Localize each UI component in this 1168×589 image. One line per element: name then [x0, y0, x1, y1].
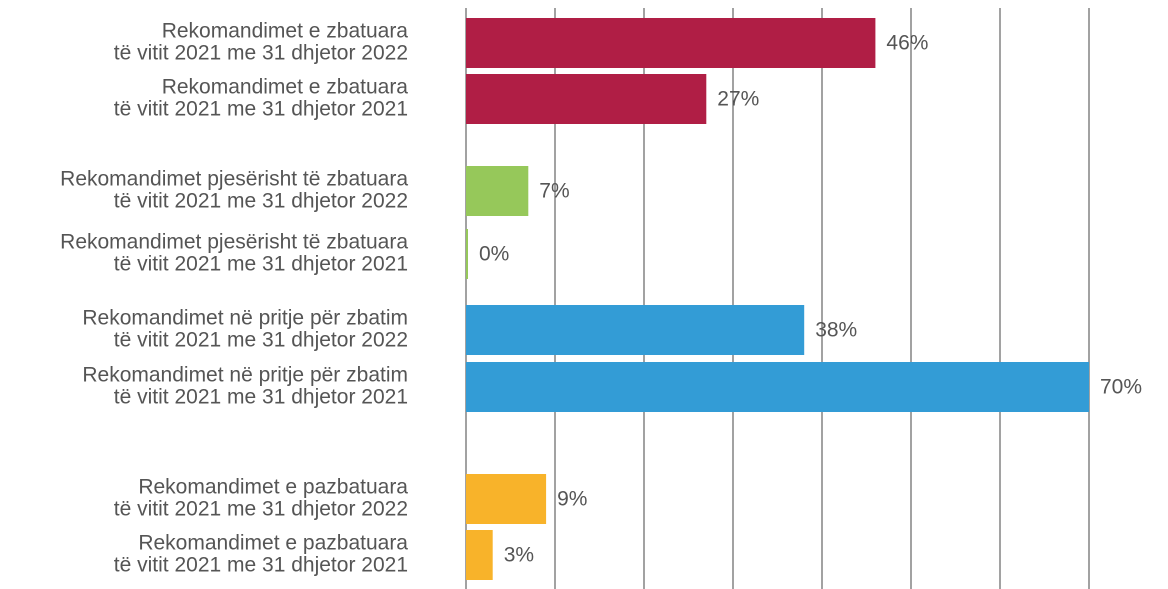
- bar: [466, 305, 805, 355]
- category-label: të vitit 2021 me 31 dhjetor 2022: [114, 190, 408, 213]
- bar: [466, 362, 1089, 412]
- category-label: Rekomandimet e zbatuara: [162, 20, 409, 43]
- category-label: të vitit 2021 me 31 dhjetor 2021: [114, 98, 408, 121]
- category-label: Rekomandimet e pazbatuara: [138, 476, 408, 499]
- category-label: Rekomandimet pjesërisht të zbatuara: [60, 231, 408, 254]
- value-label: 27%: [717, 88, 759, 111]
- value-label: 7%: [539, 180, 569, 203]
- bar: [466, 530, 493, 580]
- category-label: Rekomandimet në pritje për zbatim: [82, 364, 408, 387]
- category-label: të vitit 2021 me 31 dhjetor 2022: [114, 42, 408, 65]
- category-label: të vitit 2021 me 31 dhjetor 2021: [114, 386, 408, 409]
- category-label: Rekomandimet në pritje për zbatim: [82, 307, 408, 330]
- value-label: 0%: [479, 243, 509, 266]
- category-label: të vitit 2021 me 31 dhjetor 2022: [114, 329, 408, 352]
- category-label: të vitit 2021 me 31 dhjetor 2021: [114, 554, 408, 577]
- category-label: të vitit 2021 me 31 dhjetor 2022: [114, 498, 408, 521]
- category-label: Rekomandimet e zbatuara: [162, 76, 409, 99]
- value-label: 9%: [557, 488, 587, 511]
- value-label: 70%: [1100, 376, 1142, 399]
- bar: [466, 74, 707, 124]
- bar: [466, 18, 876, 68]
- category-label: të vitit 2021 me 31 dhjetor 2021: [114, 253, 408, 276]
- value-label: 38%: [815, 319, 857, 342]
- value-label: 3%: [504, 544, 534, 567]
- value-label: 46%: [886, 32, 928, 55]
- bar: [466, 474, 547, 524]
- bar: [466, 166, 529, 216]
- category-label: Rekomandimet pjesërisht të zbatuara: [60, 168, 408, 191]
- category-label: Rekomandimet e pazbatuara: [138, 532, 408, 555]
- bar: [466, 229, 468, 279]
